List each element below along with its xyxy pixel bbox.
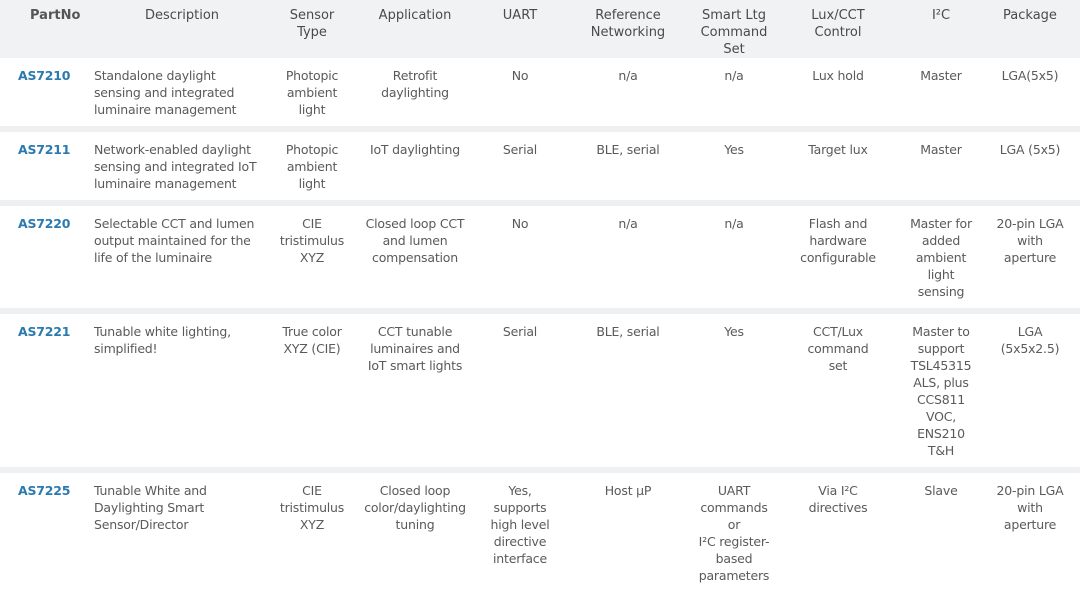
header-reference-networking: Reference Networking (562, 0, 694, 58)
header-package: Package (980, 0, 1080, 58)
cell-i2c: Slave (924, 483, 958, 498)
cell-lux-cct-control: CCT/Lux command set (807, 324, 869, 373)
table-row: AS7211 Network-enabled daylight sensing a… (0, 129, 1080, 203)
cell-application: Closed loop color/daylighting tuning (364, 483, 466, 532)
cell-sensor-type: Photopic ambient light (285, 142, 339, 191)
header-uart: UART (478, 0, 562, 58)
table-row: AS7210 Standalone daylight sensing and in… (0, 58, 1080, 129)
header-partno: PartNo (0, 0, 88, 58)
header-row: PartNo Description Sensor Type Application U… (0, 0, 1080, 58)
cell-package: LGA (5x5) (999, 142, 1061, 157)
cell-sensor-type: CIE tristimulus XYZ (279, 483, 345, 532)
cell-lux-cct-control: Target lux (808, 142, 868, 157)
cell-smart-ltg-command-set: Yes (724, 324, 744, 339)
part-number-link[interactable]: AS7210 (18, 68, 71, 83)
cell-application: CCT tunable luminaires and IoT smart lig… (367, 324, 463, 373)
cell-lux-cct-control: Flash and hardware configurable (800, 216, 876, 265)
cell-package: 20-pin LGA with aperture (996, 483, 1064, 532)
cell-application: Closed loop CCT and lumen compensation (365, 216, 465, 265)
header-sensor-type: Sensor Type (272, 0, 352, 58)
cell-uart: No (511, 68, 529, 83)
cell-reference-networking: Host µP (604, 483, 652, 498)
part-number-link[interactable]: AS7221 (18, 324, 71, 339)
cell-sensor-type: CIE tristimulus XYZ (279, 216, 345, 265)
cell-lux-cct-control: Via I²C directives (808, 483, 868, 515)
cell-reference-networking: BLE, serial (596, 324, 660, 339)
cell-package: 20-pin LGA with aperture (996, 216, 1064, 265)
header-application: Application (352, 0, 478, 58)
cell-reference-networking: n/a (618, 216, 638, 231)
table-row: AS7220 Selectable CCT and lumen output ma… (0, 203, 1080, 311)
cell-i2c: Master (920, 68, 962, 83)
cell-reference-networking: BLE, serial (596, 142, 660, 157)
cell-i2c: Master for added ambient light sensing (910, 216, 972, 299)
cell-lux-cct-control: Lux hold (812, 68, 864, 83)
cell-smart-ltg-command-set: Yes (724, 142, 744, 157)
cell-package: LGA(5x5) (1001, 68, 1059, 83)
cell-description: Tunable White and Daylighting Smart Sens… (94, 483, 207, 532)
cell-description: Selectable CCT and lumen output maintain… (94, 216, 255, 265)
cell-reference-networking: n/a (618, 68, 638, 83)
header-lux-cct-control: Lux/CCT Control (774, 0, 902, 58)
cell-smart-ltg-command-set: UART commands or I²C register- based par… (698, 483, 770, 583)
cell-i2c: Master (920, 142, 962, 157)
part-number-link[interactable]: AS7220 (18, 216, 71, 231)
cell-uart: Serial (502, 324, 538, 339)
cell-smart-ltg-command-set: n/a (724, 216, 744, 231)
header-smart-ltg-command-set: Smart Ltg Command Set (694, 0, 774, 58)
header-i2c: I²C (902, 0, 980, 58)
cell-description: Tunable white lighting, simplified! (94, 324, 231, 356)
cell-sensor-type: Photopic ambient light (285, 68, 339, 117)
cell-application: Retrofit daylighting (381, 68, 449, 100)
cell-sensor-type: True color XYZ (CIE) (282, 324, 342, 356)
cell-application: IoT daylighting (370, 142, 460, 157)
cell-package: LGA (5x5x2.5) (1000, 324, 1060, 356)
cell-smart-ltg-command-set: n/a (724, 68, 744, 83)
table-row: AS7225 Tunable White and Daylighting Smar… (0, 470, 1080, 592)
table-row: AS7221 Tunable white lighting, simplified… (0, 311, 1080, 470)
cell-description: Standalone daylight sensing and integrat… (94, 68, 237, 117)
cell-uart: No (511, 216, 529, 231)
cell-uart: Serial (502, 142, 538, 157)
header-description: Description (88, 0, 272, 58)
part-number-link[interactable]: AS7211 (18, 142, 71, 157)
cell-uart: Yes, supports high level directive inter… (490, 483, 550, 566)
cell-description: Network-enabled daylight sensing and int… (94, 142, 257, 191)
cell-i2c: Master to support TSL45315 ALS, plus CCS… (910, 324, 972, 458)
part-number-link[interactable]: AS7225 (18, 483, 71, 498)
